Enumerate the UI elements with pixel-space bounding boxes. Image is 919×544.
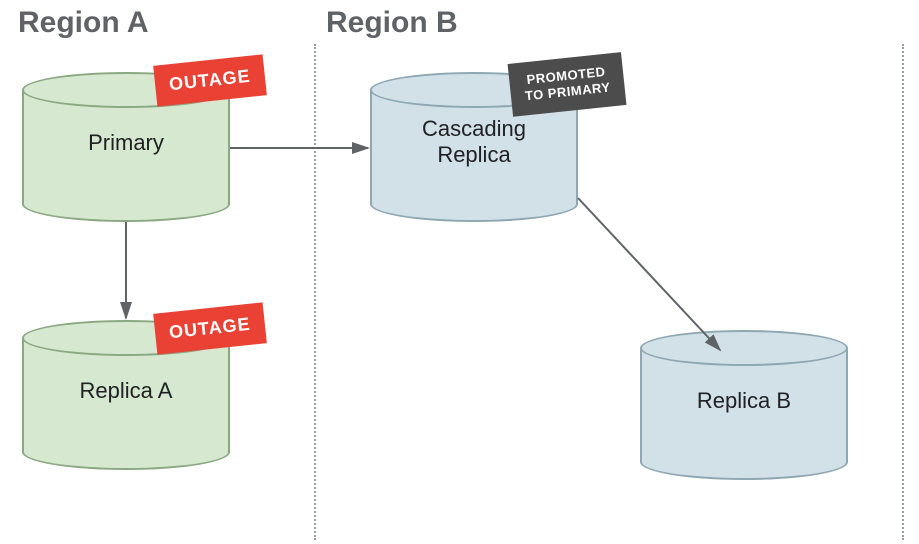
cylinder-label: Replica A — [22, 378, 230, 404]
cylinder-replica-b: Replica B — [640, 330, 848, 480]
region-divider-2 — [902, 44, 904, 540]
cylinder-top — [640, 330, 848, 366]
cylinder-label: Replica B — [640, 388, 848, 414]
outage-badge-primary: OUTAGE — [153, 54, 266, 106]
region-b-title: Region B — [326, 6, 458, 40]
promoted-badge: PROMOTED TO PRIMARY — [508, 52, 627, 116]
outage-badge-replica-a: OUTAGE — [153, 302, 266, 354]
arrow-cascading-to-replica-b — [578, 198, 720, 350]
region-a-title: Region A — [18, 6, 149, 40]
region-divider-1 — [314, 44, 316, 540]
cylinder-label: Cascading Replica — [370, 116, 578, 169]
cylinder-label: Primary — [22, 130, 230, 156]
